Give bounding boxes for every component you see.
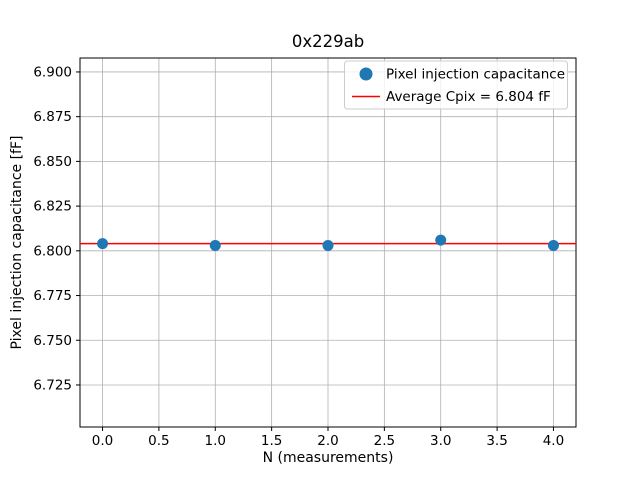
x-tick-label: 0.0 [92,433,113,449]
x-tick-label: 0.5 [148,433,169,449]
x-tick-label: 3.5 [486,433,507,449]
y-tick-label: 6.750 [33,333,72,349]
y-tick-label: 6.775 [33,288,72,304]
y-tick-label: 6.875 [33,109,72,125]
x-tick-label: 1.5 [261,433,282,449]
data-point [547,239,559,251]
data-point [435,234,447,246]
x-axis-label: N (measurements) [263,450,394,466]
y-tick-label: 6.725 [33,377,72,393]
x-tick-label: 1.0 [205,433,226,449]
y-tick-label: 6.800 [33,243,72,259]
chart-generated-layer: 0.0 0.5 1.0 1.5 2.0 2.5 3.0 3.5 4.0 6.725 6.750 6.7… [33,57,577,449]
legend-label-average: Average Cpix = 6.804 fF [386,89,551,105]
x-tick-label: 2.0 [317,433,338,449]
y-tick-label: 6.900 [33,64,72,80]
data-point [322,239,334,251]
x-tick-label: 3.0 [430,433,451,449]
y-tick-label: 6.850 [33,154,72,170]
data-point [209,239,221,251]
data-point [97,238,109,250]
chart-title: 0x229ab [292,32,364,51]
legend-marker-circle [359,67,373,81]
x-tick-label: 4.0 [543,433,564,449]
legend-label-series: Pixel injection capacitance [386,67,565,83]
y-axis-label: Pixel injection capacitance [fF] [9,136,25,350]
legend-box [344,60,568,110]
x-tick-label: 2.5 [374,433,395,449]
y-tick-label: 6.825 [33,199,72,215]
